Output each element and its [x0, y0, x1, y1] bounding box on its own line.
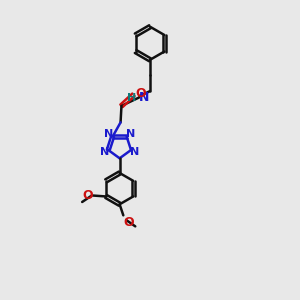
- Text: N: N: [126, 129, 135, 140]
- Text: H: H: [127, 93, 136, 103]
- Text: O: O: [136, 87, 146, 100]
- Text: N: N: [104, 129, 113, 140]
- Text: N: N: [100, 147, 109, 157]
- Text: O: O: [82, 189, 93, 202]
- Text: O: O: [123, 216, 134, 229]
- Text: N: N: [139, 91, 149, 104]
- Text: N: N: [130, 147, 140, 157]
